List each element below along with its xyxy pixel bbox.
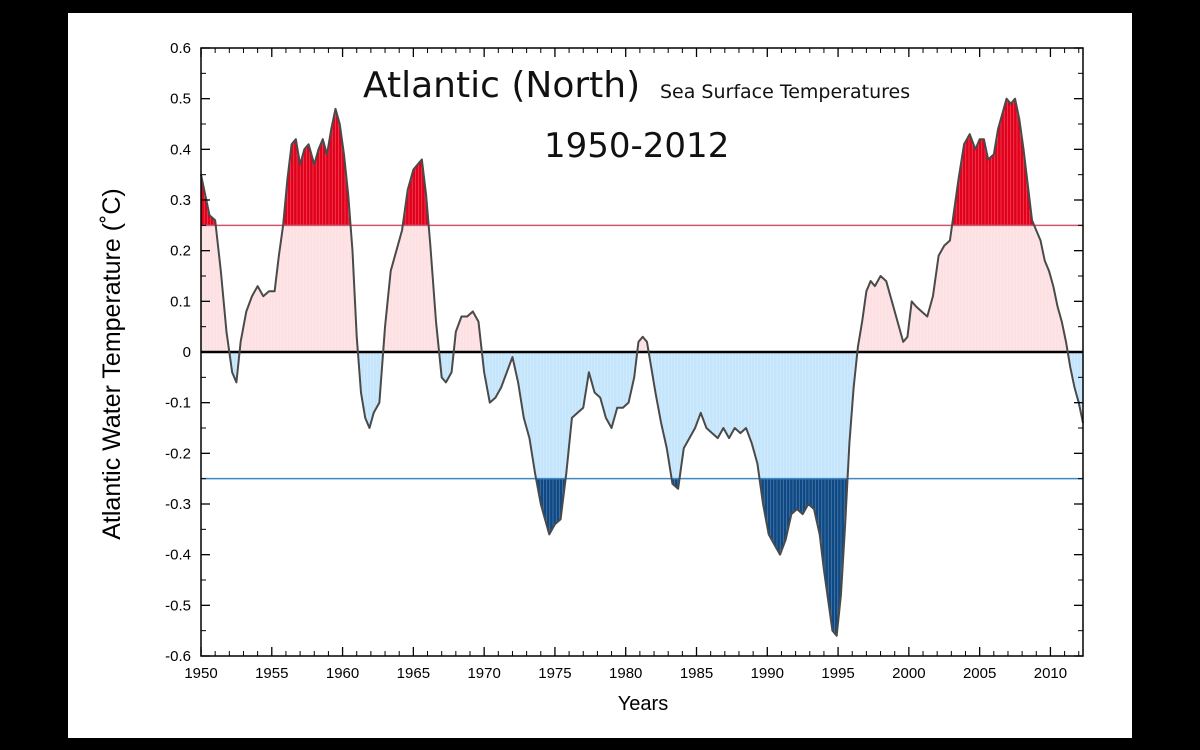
y-axis-title: Atlantic Water Temperature (˚C) bbox=[98, 188, 126, 540]
y-tick-label: 0.5 bbox=[170, 91, 191, 108]
y-tick-label: -0.3 bbox=[165, 496, 191, 513]
x-tick-label: 1950 bbox=[184, 665, 217, 682]
chart-period: 1950-2012 bbox=[544, 126, 729, 166]
temperature-series-line bbox=[200, 97, 1084, 637]
y-axis: 0.6 0.5 0.4 0.3 0.2 0.1 0 -0.1 -0.2 -0.3 -0.4 -0.5 -… bbox=[165, 40, 1083, 665]
chart-title: Atlantic (North) bbox=[363, 65, 640, 106]
x-tick-label: 2000 bbox=[892, 665, 925, 682]
y-tick-label: -0.6 bbox=[165, 648, 191, 665]
positive-anomaly-fill bbox=[201, 225, 1068, 352]
y-tick-label: 0.2 bbox=[170, 243, 191, 260]
y-tick-label: -0.1 bbox=[165, 395, 191, 412]
x-tick-label: 1955 bbox=[255, 665, 288, 682]
chart-panel: 0.6 0.5 0.4 0.3 0.2 0.1 0 -0.1 -0.2 -0.3 -0.4 -0.5 -… bbox=[68, 13, 1132, 738]
y-tick-label: -0.5 bbox=[165, 597, 191, 614]
y-tick-label: 0.1 bbox=[170, 293, 191, 310]
above-threshold-fill bbox=[201, 98, 1035, 226]
anomaly-fills bbox=[201, 98, 1083, 636]
x-tick-label: 1980 bbox=[609, 665, 642, 682]
x-tick-label: 2010 bbox=[1034, 665, 1067, 682]
y-tick-label: 0 bbox=[183, 344, 191, 361]
x-axis: 1950 1955 1960 1965 1970 1975 1980 1985 1990 1995… bbox=[184, 48, 1080, 682]
y-tick-label: -0.4 bbox=[165, 547, 191, 564]
x-tick-label: 1985 bbox=[680, 665, 713, 682]
x-tick-label: 1970 bbox=[467, 665, 500, 682]
temperature-chart: 0.6 0.5 0.4 0.3 0.2 0.1 0 -0.1 -0.2 -0.3 -0.4 -0.5 -… bbox=[98, 40, 1084, 715]
chart-subtitle: Sea Surface Temperatures bbox=[660, 81, 910, 103]
x-tick-label: 2005 bbox=[963, 665, 996, 682]
x-tick-label: 1960 bbox=[326, 665, 359, 682]
y-tick-label: 0.6 bbox=[170, 40, 191, 57]
below-threshold-fill bbox=[536, 478, 848, 636]
x-tick-label: 1990 bbox=[751, 665, 784, 682]
x-axis-title: Years bbox=[618, 693, 668, 715]
x-tick-label: 1995 bbox=[821, 665, 854, 682]
x-tick-label: 1975 bbox=[538, 665, 571, 682]
y-tick-label: -0.2 bbox=[165, 445, 191, 462]
y-tick-label: 0.3 bbox=[170, 192, 191, 209]
y-tick-label: 0.4 bbox=[170, 141, 191, 158]
x-tick-label: 1965 bbox=[397, 665, 430, 682]
